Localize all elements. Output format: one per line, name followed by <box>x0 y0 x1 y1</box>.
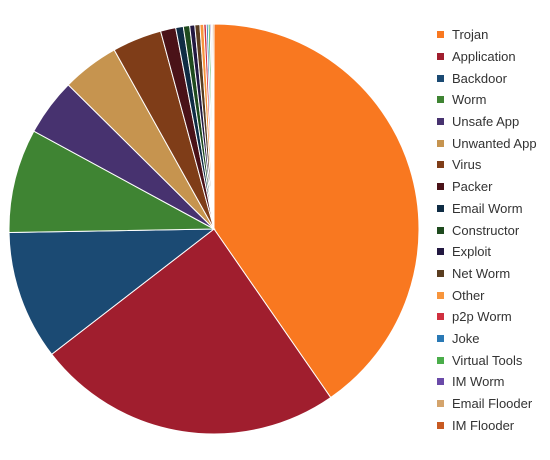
legend-item-unsafe-app: Unsafe App <box>437 111 537 133</box>
legend-label: Packer <box>452 179 493 195</box>
legend-swatch <box>437 226 444 234</box>
legend-item-worm: Worm <box>437 89 537 111</box>
legend-item-virtual-tools: Virtual Tools <box>437 349 537 371</box>
legend-label: IM Worm <box>452 374 505 390</box>
pie-slice-trojan <box>213 23 420 399</box>
legend-item-exploit: Exploit <box>437 241 537 263</box>
legend-label: Unsafe App <box>452 114 520 130</box>
pie-slice-worm <box>8 130 216 234</box>
pie-slice-application <box>51 228 332 435</box>
legend-swatch <box>437 161 444 169</box>
legend-swatch <box>437 291 444 299</box>
legend-swatch <box>437 334 444 342</box>
legend-item-joke: Joke <box>437 328 537 350</box>
legend-item-application: Application <box>437 46 537 68</box>
legend-label: p2p Worm <box>452 309 512 325</box>
legend-swatch <box>437 53 444 61</box>
legend-swatch <box>437 204 444 212</box>
legend-item-constructor: Constructor <box>437 219 537 241</box>
legend-label: Worm <box>452 92 487 108</box>
chart-legend: Trojan Application Backdoor Worm Unsafe App U… <box>437 24 537 436</box>
legend-label: Other <box>452 287 485 303</box>
legend-swatch <box>437 421 444 429</box>
legend-label: Constructor <box>452 222 520 238</box>
legend-label: Application <box>452 49 516 65</box>
legend-swatch <box>437 183 444 191</box>
legend-item-virus: Virus <box>437 154 537 176</box>
legend-label: Exploit <box>452 244 492 260</box>
legend-item-packer: Packer <box>437 176 537 198</box>
legend-label: Virus <box>452 157 482 173</box>
legend-item-backdoor: Backdoor <box>437 67 537 89</box>
legend-swatch <box>437 356 444 364</box>
legend-swatch <box>437 74 444 82</box>
legend-swatch <box>437 31 444 39</box>
legend-label: Joke <box>452 330 480 346</box>
legend-item-email-worm: Email Worm <box>437 198 537 220</box>
legend-item-net-worm: Net Worm <box>437 263 537 285</box>
legend-swatch <box>437 96 444 104</box>
legend-swatch <box>437 269 444 277</box>
legend-swatch <box>437 400 444 408</box>
legend-swatch <box>437 248 444 256</box>
legend-label: Email Worm <box>452 200 523 216</box>
legend-label: Virtual Tools <box>452 352 523 368</box>
legend-label: IM Flooder <box>452 417 515 433</box>
legend-item-p2p-worm: p2p Worm <box>437 306 537 328</box>
pie-slice-backdoor <box>8 228 216 355</box>
legend-label: Backdoor <box>452 70 507 86</box>
legend-swatch <box>437 313 444 321</box>
legend-item-trojan: Trojan <box>437 24 537 46</box>
legend-label: Net Worm <box>452 265 511 281</box>
legend-item-email-flooder: Email Flooder <box>437 393 537 415</box>
legend-swatch <box>437 139 444 147</box>
legend-item-unwanted-app: Unwanted App <box>437 132 537 154</box>
legend-item-im-worm: IM Worm <box>437 371 537 393</box>
legend-label: Trojan <box>452 27 489 43</box>
legend-item-other: Other <box>437 284 537 306</box>
legend-swatch <box>437 378 444 386</box>
legend-swatch <box>437 118 444 126</box>
pie-slice-im-flooder <box>212 23 215 230</box>
legend-label: Email Flooder <box>452 396 533 412</box>
legend-label: Unwanted App <box>452 135 537 151</box>
legend-item-im-flooder: IM Flooder <box>437 414 537 436</box>
